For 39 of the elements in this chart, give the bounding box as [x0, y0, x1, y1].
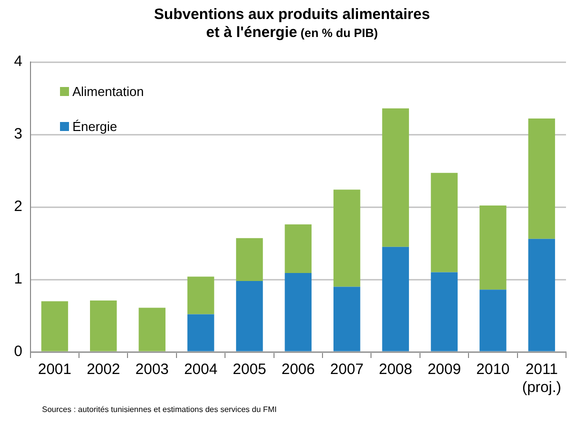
bar	[90, 300, 117, 352]
bar	[382, 108, 409, 247]
y-tick-label: 3	[14, 126, 22, 143]
y-tick-label: 4	[14, 53, 22, 70]
x-tick-label: 2001	[38, 361, 72, 378]
x-tick-label: 2010	[476, 361, 510, 378]
x-tick-label: 2007	[330, 361, 364, 378]
x-tick-label: 2006	[281, 361, 315, 378]
x-tick-label: 2011 (proj.)	[522, 361, 562, 396]
bar	[528, 238, 556, 352]
bar	[528, 118, 556, 239]
bar	[333, 286, 360, 352]
bar	[138, 308, 166, 352]
bar	[382, 246, 409, 352]
x-tick-label: 2004	[184, 361, 218, 378]
bar	[187, 276, 214, 314]
source-note: Sources : autorités tunisiennes et estimations des services du FMI	[42, 405, 277, 414]
bar	[236, 238, 263, 281]
bar	[480, 206, 506, 290]
bar	[284, 272, 312, 352]
legend-label: Énergie	[72, 119, 118, 134]
x-tick-label: 2003	[135, 361, 169, 378]
x-tick-label: 2008	[378, 361, 412, 378]
bar	[187, 314, 214, 352]
y-tick-label: 0	[14, 343, 22, 360]
bar	[41, 301, 68, 352]
bar	[333, 190, 360, 287]
x-tick-label: 2002	[86, 361, 120, 378]
legend-label: Alimentation	[72, 84, 144, 99]
bar	[284, 224, 312, 273]
bar	[480, 290, 506, 352]
chart-subtitle: (en % du PIB)	[300, 26, 378, 40]
y-tick-label: 2	[14, 198, 22, 216]
x-tick-label: 2005	[232, 361, 266, 378]
x-tick-label: 2009	[428, 361, 461, 378]
bar	[430, 172, 458, 272]
bar	[236, 280, 263, 352]
bar	[430, 272, 458, 352]
y-tick-label: 1	[14, 270, 22, 288]
